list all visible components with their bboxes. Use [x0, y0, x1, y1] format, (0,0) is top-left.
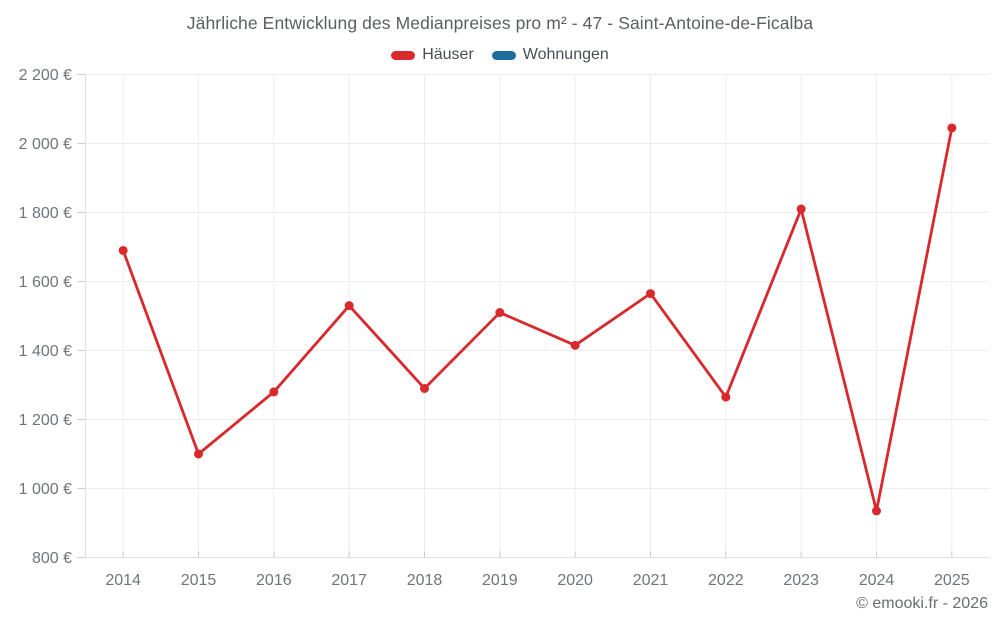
grid-layer [85, 74, 990, 558]
series-line-huser [121, 126, 954, 513]
copyright-footer: © emooki.fr - 2026 [856, 595, 988, 612]
chart-title: Jährliche Entwicklung des Medianpreises … [186, 13, 814, 33]
x-tick-label-2022: 2022 [708, 572, 744, 589]
x-tick-label-2024: 2024 [859, 572, 895, 589]
x-tick-label-2018: 2018 [407, 572, 443, 589]
y-tick-label-2000: 2 000 € [19, 136, 72, 153]
legend-label-wohnungen: Wohnungen [522, 46, 609, 63]
data-point-huser-2024[interactable] [872, 506, 881, 516]
legend-swatch-hauser [391, 50, 416, 60]
x-tick-label-2025: 2025 [934, 572, 970, 589]
data-point-huser-2025[interactable] [947, 123, 957, 133]
data-point-huser-2014[interactable] [118, 245, 128, 255]
data-point-huser-2016[interactable] [269, 387, 279, 397]
y-tick-label-1000: 1 000 € [19, 481, 72, 498]
data-point-huser-2021[interactable] [646, 289, 655, 299]
legend-label-hauser: Häuser [422, 46, 474, 63]
y-tick-label-800: 800 € [32, 550, 72, 567]
y-tick-label-1800: 1 800 € [19, 205, 72, 222]
x-tick-label-2016: 2016 [256, 572, 292, 589]
legend-item-hauser[interactable]: Häuser [391, 46, 474, 64]
x-tick-label-2021: 2021 [633, 572, 669, 589]
data-point-huser-2017[interactable] [344, 301, 354, 311]
x-tick-label-2023: 2023 [783, 572, 819, 589]
legend-swatch-wohnungen [491, 50, 516, 60]
x-tick-label-2015: 2015 [181, 572, 217, 589]
y-tick-label-1600: 1 600 € [19, 274, 72, 291]
data-point-huser-2023[interactable] [796, 204, 806, 214]
data-point-huser-2020[interactable] [570, 340, 580, 350]
x-tick-label-2017: 2017 [331, 572, 367, 589]
y-tick-label-1200: 1 200 € [19, 412, 72, 429]
axes-layer [77, 74, 953, 558]
x-tick-label-2019: 2019 [482, 572, 518, 589]
data-point-huser-2015[interactable] [194, 449, 203, 459]
data-point-huser-2022[interactable] [721, 392, 731, 402]
legend-item-wohnungen[interactable]: Wohnungen [491, 46, 609, 64]
data-point-huser-2019[interactable] [495, 308, 505, 318]
data-point-huser-2018[interactable] [420, 383, 429, 393]
y-tick-label-1400: 1 400 € [19, 343, 72, 360]
series-layer [118, 123, 957, 516]
y-tick-label-2200: 2 200 € [19, 67, 72, 84]
tick-labels-layer: 800 € 1 000 € 1 200 € 1 400 € 1 600 € 1 800 €… [19, 67, 970, 589]
x-tick-label-2014: 2014 [105, 572, 141, 589]
x-tick-label-2020: 2020 [557, 572, 593, 589]
chart-legend: Häuser Wohnungen [0, 46, 1000, 64]
